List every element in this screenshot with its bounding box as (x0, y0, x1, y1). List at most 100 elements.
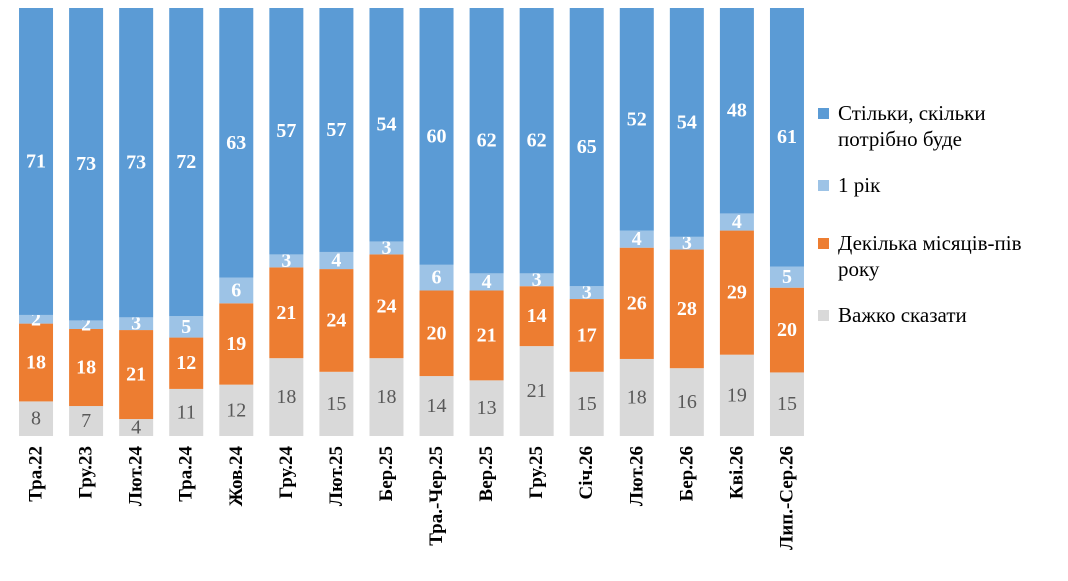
bar-segment (369, 241, 404, 255)
legend-label: потрібно буде (838, 127, 962, 151)
bar-segment (169, 388, 204, 436)
bar-segment (19, 314, 54, 324)
bar-segment (619, 247, 654, 359)
bar-segment (669, 236, 704, 250)
bar-segment (319, 269, 354, 372)
data-label: 63 (226, 132, 246, 154)
category-label: Кві.26 (726, 446, 747, 499)
bar-segment (469, 290, 504, 381)
data-label: 21 (126, 364, 146, 386)
data-label: 16 (677, 391, 697, 413)
legend-label: Стільки, скільки (838, 101, 986, 125)
data-label: 20 (777, 319, 797, 341)
data-label: 18 (276, 386, 296, 408)
bar-segment (369, 254, 404, 359)
bar-segment (119, 419, 154, 436)
data-label: 57 (276, 120, 296, 142)
data-label: 73 (76, 153, 96, 175)
bar-segment (669, 368, 704, 436)
bar-segment (369, 358, 404, 436)
category-label: Лют.25 (326, 446, 347, 506)
bar-segment (319, 8, 354, 252)
data-label: 52 (627, 108, 647, 130)
bar-segment (119, 8, 154, 318)
bar-segment (569, 286, 604, 300)
bar-segment (269, 267, 304, 359)
bar-segment (719, 230, 754, 355)
legend-item: Декілька місяців-пів року (818, 230, 1058, 282)
bar-segment (769, 372, 804, 436)
category-label: Гру.23 (76, 446, 97, 499)
data-label: 20 (427, 322, 447, 344)
legend-label: Декілька місяців-пів (838, 231, 1022, 255)
category-label: Бер.25 (376, 446, 397, 501)
bar-segment (569, 371, 604, 436)
category-label: Вер.25 (476, 446, 497, 501)
legend-swatch (818, 310, 829, 321)
bar-segment (519, 286, 554, 347)
bar-segment (369, 8, 404, 242)
data-label: 21 (477, 324, 497, 346)
bar-segment (569, 8, 604, 287)
legend-swatch (818, 238, 829, 249)
data-label: 5 (181, 316, 191, 338)
category-label: Жов.24 (226, 446, 247, 507)
category-label: Гру.24 (276, 446, 297, 499)
data-label: 18 (376, 386, 396, 408)
data-label: 21 (527, 380, 547, 402)
data-label: 71 (26, 150, 46, 172)
data-label: 24 (376, 295, 396, 317)
bar-segment (519, 273, 554, 287)
category-label: Гру.25 (526, 446, 547, 499)
category-label: Тра.24 (176, 446, 197, 502)
bar-segment (269, 8, 304, 255)
data-label: 4 (131, 417, 141, 439)
bar-segment (769, 8, 804, 267)
data-label: 12 (226, 399, 246, 421)
bar-segment (69, 8, 104, 321)
bar-segment (69, 320, 104, 329)
data-label: 26 (627, 292, 647, 314)
bar-segment (219, 303, 254, 385)
data-label: 4 (732, 211, 742, 233)
data-label: 3 (682, 232, 692, 254)
bar-segment (69, 406, 104, 436)
data-label: 60 (427, 125, 447, 147)
bar-segment (619, 358, 654, 436)
bar-segment (719, 213, 754, 231)
legend-label: Важко сказати (838, 303, 967, 327)
data-label: 21 (276, 302, 296, 324)
data-label: 18 (26, 352, 46, 374)
data-label: 6 (432, 267, 442, 289)
bar-segment (119, 317, 154, 331)
data-label: 15 (777, 393, 797, 415)
bar-segment (569, 299, 604, 372)
data-label: 15 (326, 393, 346, 415)
bar-segment (169, 8, 204, 317)
bar-segment (219, 277, 254, 304)
data-label: 3 (582, 282, 592, 304)
data-label: 2 (31, 308, 41, 330)
data-label: 24 (326, 309, 346, 331)
bar-segment (619, 8, 654, 231)
legend-item: Стільки, скільки потрібно буде (818, 100, 1058, 152)
bar-segment (719, 354, 754, 436)
bar-segment (169, 337, 204, 389)
legend-item: 1 рік (818, 172, 1058, 198)
bar-segment (419, 8, 454, 265)
bar-segment (719, 8, 754, 214)
category-label: Січ.26 (576, 446, 597, 499)
bar-segment (219, 384, 254, 436)
data-label: 13 (477, 397, 497, 419)
data-label: 6 (231, 279, 241, 301)
data-label: 65 (577, 136, 597, 158)
bar-segment (769, 266, 804, 288)
data-label: 5 (782, 266, 792, 288)
bar-segment (19, 323, 54, 402)
data-label: 8 (31, 408, 41, 430)
data-label: 54 (677, 111, 697, 133)
bar-segment (519, 346, 554, 436)
data-label: 61 (777, 126, 797, 148)
data-label: 4 (632, 228, 642, 250)
